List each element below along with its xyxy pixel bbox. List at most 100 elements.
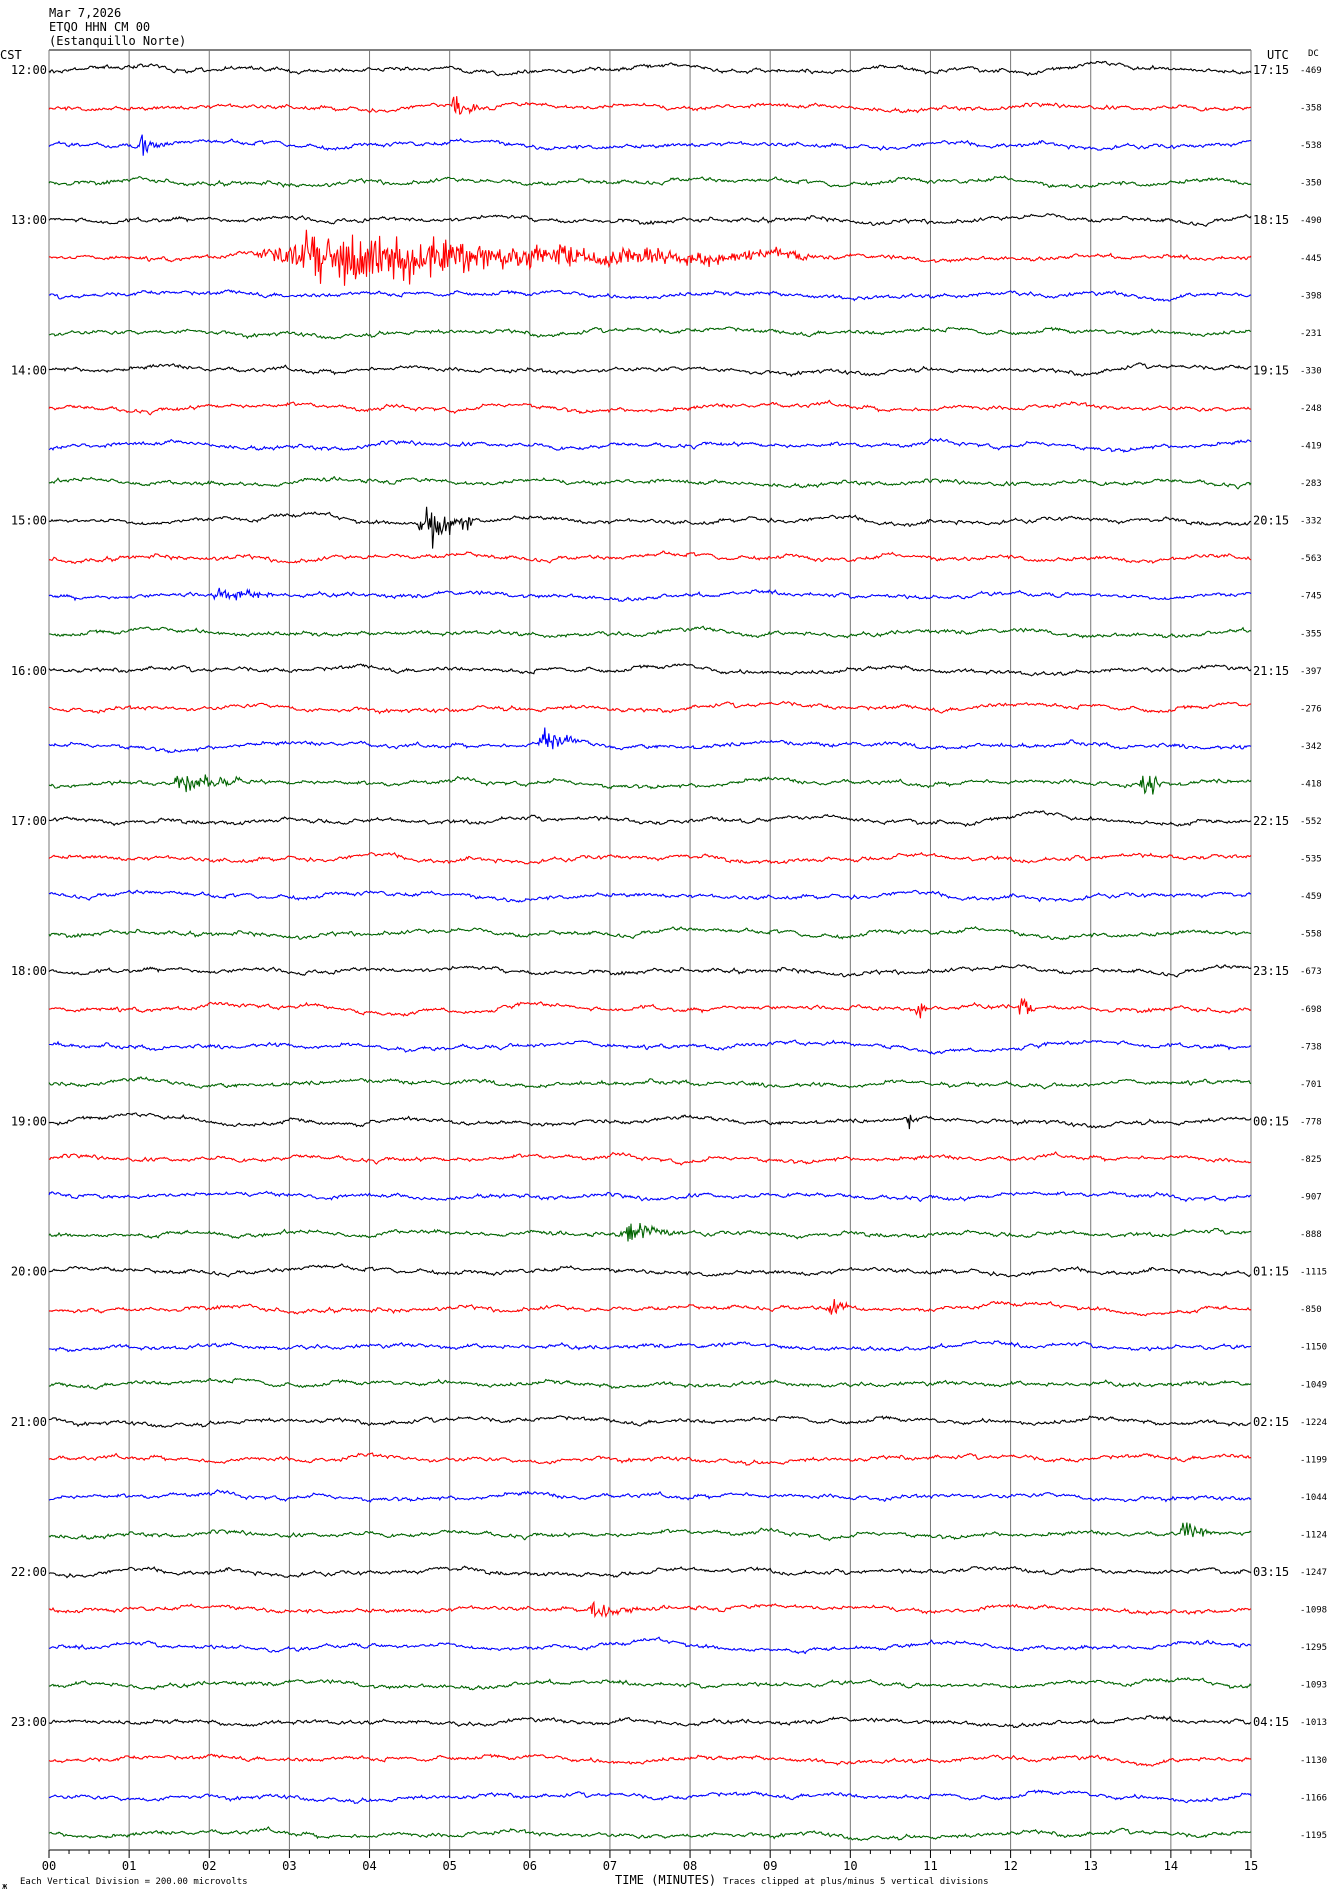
- trace-line-28: [48, 1112, 1252, 1130]
- dc-offset-27: -701: [1300, 1080, 1322, 1090]
- utc-hour-label-11: 04:15: [1253, 1715, 1289, 1729]
- dc-offset-38: -1044: [1300, 1493, 1327, 1503]
- trace-line-26: [49, 1039, 1252, 1055]
- dc-offset-35: -1049: [1300, 1380, 1327, 1390]
- utc-hour-label-4: 21:15: [1253, 664, 1289, 678]
- trace-line-8: [48, 362, 1252, 378]
- x-tick-label-07: 07: [603, 1859, 617, 1873]
- minute-gridlines: [48, 50, 1252, 1850]
- trace-line-41: [48, 1600, 1252, 1619]
- trace-line-37: [48, 1452, 1252, 1466]
- utc-hour-label-1: 18:15: [1253, 213, 1289, 227]
- trace-line-24: [48, 964, 1252, 978]
- dc-offset-39: -1124: [1300, 1530, 1327, 1540]
- dc-offset-18: -342: [1300, 742, 1322, 752]
- trace-line-36: [48, 1415, 1252, 1428]
- trace-line-33: [48, 1299, 1252, 1317]
- cst-hour-label-8: 20:00: [11, 1265, 47, 1279]
- x-axis-ticks: 00 01 02 03 04 05 06 07 08 09 10 11 12 13 14 15: [42, 1850, 1258, 1873]
- dc-offset-5: -445: [1300, 254, 1322, 264]
- trace-line-5: [48, 229, 1252, 286]
- trace-line-16: [48, 663, 1252, 677]
- dc-offset-3: -350: [1300, 179, 1322, 189]
- trace-line-38: [48, 1489, 1252, 1503]
- trace-line-44: [49, 1715, 1252, 1729]
- dc-offset-labels: -469 -358 -538 -350 -490 -445 -398 -231 -330 -248…: [1300, 66, 1327, 1841]
- dc-offset-41: -1098: [1300, 1606, 1327, 1616]
- utc-hour-label-10: 03:15: [1253, 1565, 1289, 1579]
- cst-hour-label-5: 17:00: [11, 814, 47, 828]
- trace-line-30: [48, 1190, 1252, 1203]
- trace-line-23: [48, 925, 1252, 941]
- dc-offset-45: -1130: [1300, 1756, 1327, 1766]
- dc-offset-19: -418: [1300, 779, 1322, 789]
- trace-line-10: [48, 437, 1252, 453]
- x-tick-label-11: 11: [923, 1859, 937, 1873]
- trace-line-19: [48, 774, 1252, 795]
- dc-offset-26: -738: [1300, 1042, 1322, 1052]
- dc-offset-14: -745: [1300, 592, 1322, 602]
- dc-offset-9: -248: [1300, 404, 1322, 414]
- dc-offset-11: -283: [1300, 479, 1322, 489]
- x-tick-label-13: 13: [1084, 1859, 1098, 1873]
- trace-line-13: [48, 550, 1252, 565]
- trace-line-43: [48, 1677, 1252, 1691]
- x-tick-label-12: 12: [1003, 1859, 1017, 1873]
- dc-offset-42: -1295: [1300, 1643, 1327, 1653]
- trace-line-21: [48, 851, 1252, 865]
- cst-hour-label-2: 14:00: [11, 363, 47, 377]
- utc-hour-label-0: 17:15: [1253, 63, 1289, 77]
- trace-line-12: [48, 506, 1252, 549]
- dc-offset-46: -1166: [1300, 1793, 1327, 1803]
- utc-hour-label-9: 02:15: [1253, 1415, 1289, 1429]
- trace-line-11: [48, 476, 1252, 490]
- x-tick-label-06: 06: [523, 1859, 537, 1873]
- x-axis-title: TIME (MINUTES): [615, 1873, 716, 1887]
- dc-offset-16: -397: [1300, 667, 1322, 677]
- x-tick-label-04: 04: [362, 1859, 376, 1873]
- header-station: ETQO HHN CM 00: [49, 20, 150, 34]
- cst-hour-label-4: 16:00: [11, 664, 47, 678]
- dc-offset-17: -276: [1300, 704, 1322, 714]
- corner-logo-glyph: ж: [2, 1882, 8, 1892]
- trace-line-14: [48, 587, 1252, 603]
- trace-line-3: [48, 175, 1252, 189]
- dc-offset-36: -1224: [1300, 1418, 1327, 1428]
- trace-line-6: [48, 289, 1251, 302]
- trace-line-15: [48, 625, 1252, 639]
- trace-line-0: [48, 60, 1252, 77]
- dc-offset-0: -469: [1300, 66, 1322, 76]
- dc-offset-2: -538: [1300, 141, 1322, 151]
- utc-hour-label-2: 19:15: [1253, 363, 1289, 377]
- clip-note: Traces clipped at plus/minus 5 vertical …: [723, 1877, 989, 1887]
- x-tick-label-02: 02: [202, 1859, 216, 1873]
- dc-offset-12: -332: [1300, 517, 1322, 527]
- dc-offset-1: -358: [1300, 104, 1322, 114]
- cst-hour-label-6: 18:00: [11, 964, 47, 978]
- trace-line-45: [48, 1753, 1252, 1767]
- dc-offset-29: -825: [1300, 1155, 1322, 1165]
- trace-line-17: [48, 700, 1252, 715]
- utc-hour-label-3: 20:15: [1253, 514, 1289, 528]
- cst-hour-label-7: 19:00: [11, 1114, 47, 1128]
- trace-line-1: [48, 96, 1252, 115]
- dc-offset-37: -1199: [1300, 1455, 1327, 1465]
- dc-offset-25: -698: [1300, 1005, 1322, 1015]
- trace-line-42: [48, 1636, 1252, 1655]
- trace-line-29: [48, 1151, 1252, 1166]
- x-tick-label-03: 03: [282, 1859, 296, 1873]
- dc-offset-20: -552: [1300, 817, 1322, 827]
- dc-offset-28: -778: [1300, 1117, 1322, 1127]
- dc-offset-32: -1115: [1300, 1268, 1327, 1278]
- dc-offset-44: -1013: [1300, 1718, 1327, 1728]
- trace-line-18: [48, 727, 1252, 754]
- scale-note: Each Vertical Division = 200.00 microvol…: [20, 1877, 248, 1887]
- trace-line-39: [48, 1522, 1252, 1542]
- dc-offset-7: -231: [1300, 329, 1322, 339]
- dc-offset-13: -563: [1300, 554, 1322, 564]
- utc-axis-label: UTC: [1267, 48, 1289, 62]
- cst-hour-label-11: 23:00: [11, 1715, 47, 1729]
- trace-line-40: [48, 1565, 1252, 1579]
- dc-offset-21: -535: [1300, 855, 1322, 865]
